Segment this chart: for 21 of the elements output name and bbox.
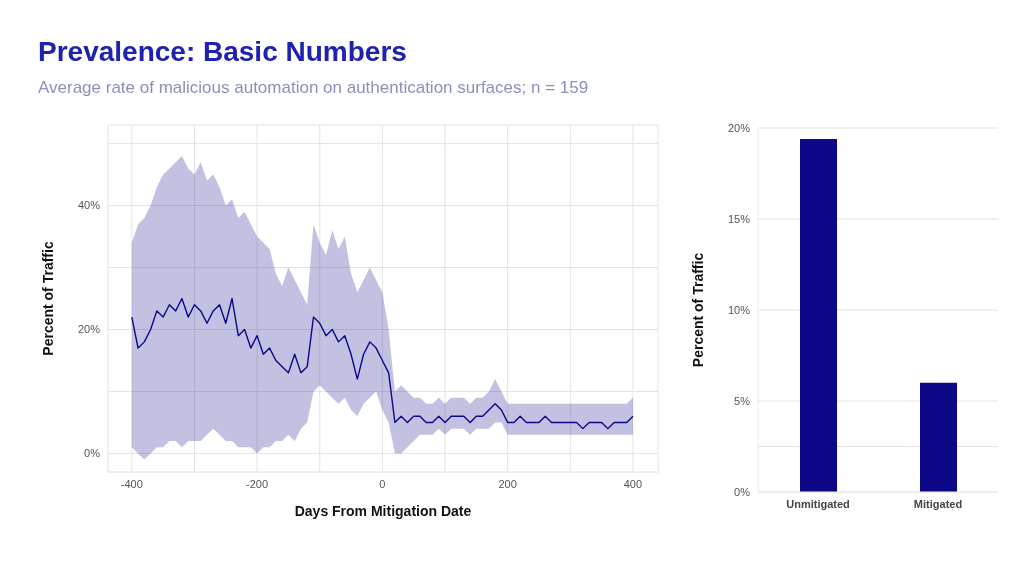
y-tick-label: 40% [77,199,101,212]
y-axis-title: Percent of Traffic [39,241,56,356]
y-tick-label: 0% [84,447,101,460]
y-tick-label: 5% [734,394,751,407]
x-axis-title: Days From Mitigation Date [294,503,472,519]
x-tick-label: 400 [623,477,643,490]
y-axis-title: Percent of Traffic [689,252,706,368]
x-tick-label: -200 [246,477,269,490]
x-tick-label: 200 [498,477,517,490]
line-series [131,297,634,430]
x-tick-label: 0 [379,477,386,490]
y-tick-label: 10% [727,303,751,316]
y-tick-label: 20% [727,121,751,134]
x-tick-label: -400 [120,477,143,490]
chart-subtitle: Average rate of malicious automation on authentication surfaces; n = 159 [38,78,589,98]
y-tick-label: 0% [734,485,751,498]
y-tick-label: 15% [727,212,751,225]
x-tick-label: Mitigated [913,497,963,510]
chart-title: Prevalence: Basic Numbers [38,36,407,68]
x-tick-label: Unmitigated [786,497,850,510]
y-tick-label: 20% [77,323,101,336]
